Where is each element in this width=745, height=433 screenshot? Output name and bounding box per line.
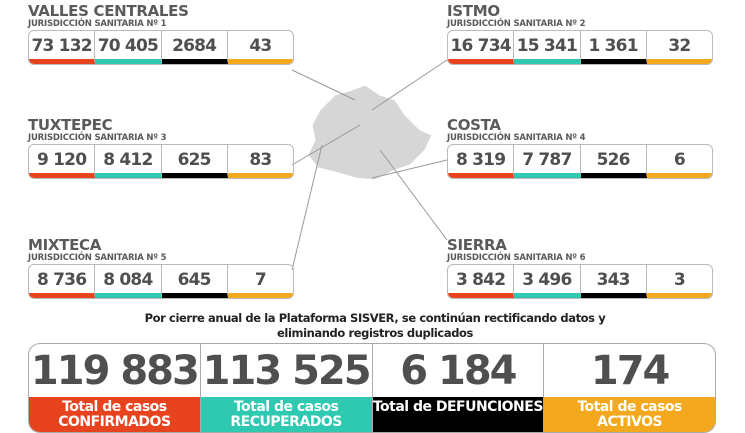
total-recovered-value: 113 525 (202, 347, 372, 394)
deaths-value: 343 (580, 265, 647, 298)
region-subtitle: JURISDICCIÓN SANITARIA Nº 6 (447, 253, 586, 263)
region-subtitle: JURISDICCIÓN SANITARIA Nº 4 (447, 133, 586, 143)
confirmed-value: 8 736 (29, 265, 96, 298)
region-subtitle: JURISDICCIÓN SANITARIA Nº 1 (28, 19, 167, 29)
active-value: 43 (227, 31, 293, 64)
oaxaca-map-icon (291, 59, 448, 271)
region-title: MIXTECA (28, 236, 102, 254)
total-deaths-label: Total de DEFUNCIONES (372, 397, 543, 432)
region-title: SIERRA (447, 236, 507, 254)
region-tuxtepec: TUXTEPEC JURISDICCIÓN SANITARIA Nº 3 9 1… (28, 117, 294, 179)
total-active-label: Total de casos ACTIVOS (544, 397, 715, 432)
active-value: 3 (646, 265, 712, 298)
active-value: 83 (227, 145, 293, 178)
region-mixteca: MIXTECA JURISDICCIÓN SANITARIA Nº 5 8 73… (28, 237, 294, 299)
recovered-value: 3 496 (514, 265, 581, 298)
region-subtitle: JURISDICCIÓN SANITARIA Nº 2 (447, 19, 586, 29)
deaths-value: 625 (161, 145, 228, 178)
confirmed-value: 3 842 (448, 265, 515, 298)
active-value: 6 (646, 145, 712, 178)
region-valles-centrales: VALLES CENTRALES JURISDICCIÓN SANITARIA … (28, 3, 294, 65)
region-title: COSTA (447, 116, 501, 134)
recovered-value: 7 787 (514, 145, 581, 178)
region-istmo: ISTMO JURISDICCIÓN SANITARIA Nº 2 16 734… (447, 3, 713, 65)
confirmed-value: 16 734 (448, 31, 515, 64)
region-title: VALLES CENTRALES (28, 2, 189, 20)
active-value: 32 (646, 31, 712, 64)
deaths-value: 645 (161, 265, 228, 298)
total-confirmed-value: 119 883 (30, 347, 200, 394)
total-deaths-value: 6 184 (400, 347, 517, 394)
total-recovered-label: Total de casos RECUPERADOS (200, 397, 372, 432)
region-costa: COSTA JURISDICCIÓN SANITARIA Nº 4 8 319 7… (447, 117, 713, 179)
total-active-value: 174 (590, 347, 670, 394)
confirmed-value: 8 319 (448, 145, 515, 178)
confirmed-value: 73 132 (29, 31, 96, 64)
recovered-value: 70 405 (95, 31, 162, 64)
note-text: Por cierre anual de la Plataforma SISVER… (144, 311, 606, 340)
recovered-value: 8 412 (95, 145, 162, 178)
total-confirmed-label: Total de casos CONFIRMADOS (29, 397, 200, 432)
region-subtitle: JURISDICCIÓN SANITARIA Nº 5 (28, 253, 167, 263)
recovered-value: 8 084 (95, 265, 162, 298)
region-sierra: SIERRA JURISDICCIÓN SANITARIA Nº 6 3 842… (447, 237, 713, 299)
deaths-value: 1 361 (580, 31, 647, 64)
region-title: TUXTEPEC (28, 116, 113, 134)
region-subtitle: JURISDICCIÓN SANITARIA Nº 3 (28, 133, 167, 143)
active-value: 7 (227, 265, 293, 298)
confirmed-value: 9 120 (29, 145, 96, 178)
deaths-value: 2684 (161, 31, 228, 64)
deaths-value: 526 (580, 145, 647, 178)
totals-panel: 119 883 Total de casos CONFIRMADOS 113 52… (28, 343, 716, 433)
recovered-value: 15 341 (514, 31, 581, 64)
region-title: ISTMO (447, 2, 500, 20)
